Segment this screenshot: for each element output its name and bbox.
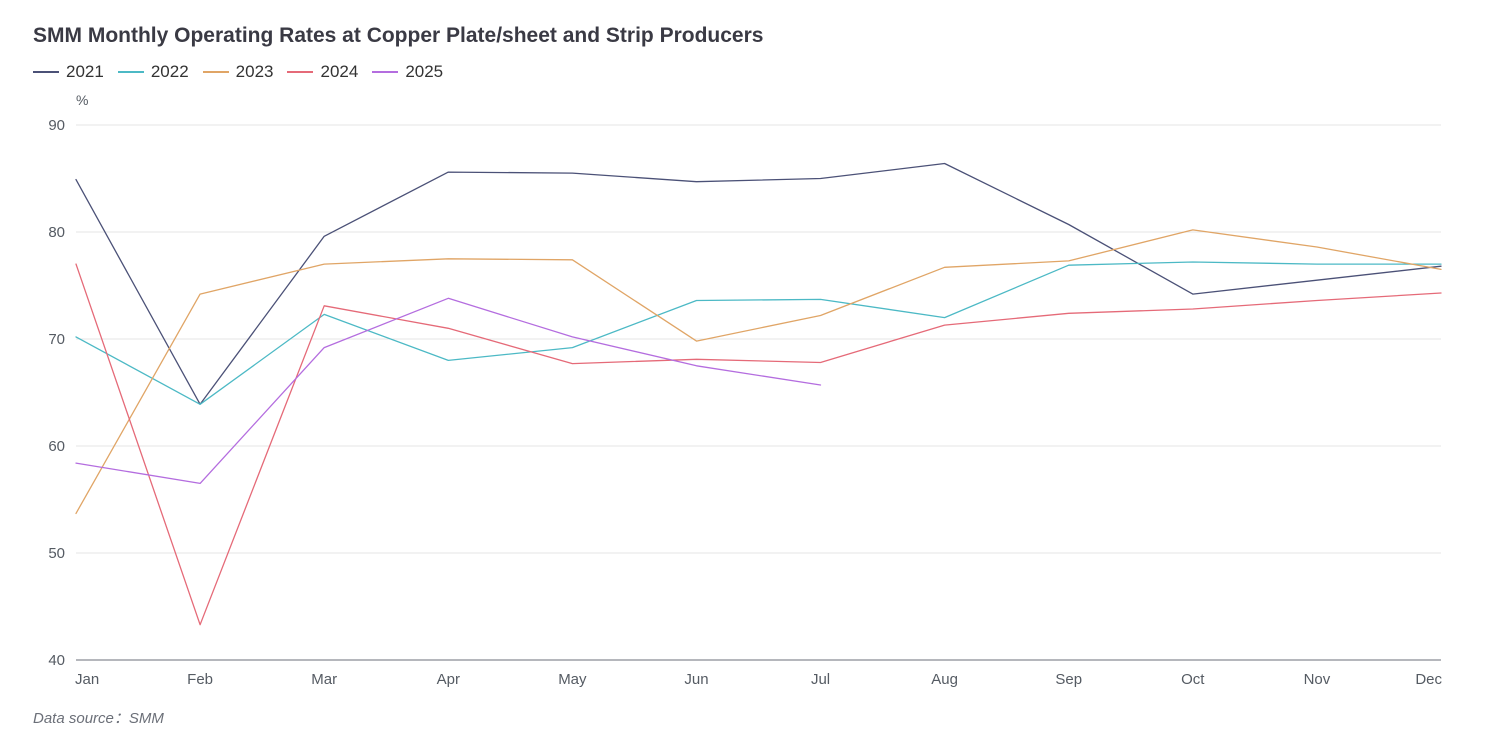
x-tick-label-mar: Mar (311, 671, 337, 688)
series-line-2022 (75, 261, 1442, 405)
legend-swatch-2025 (372, 71, 399, 73)
y-tick-label-60: 60 (48, 438, 65, 455)
legend-label-2024: 2024 (320, 62, 359, 81)
legend-label-2021: 2021 (66, 62, 104, 81)
data-source-note: Data source：SMM (33, 710, 164, 727)
series-line-2023 (75, 229, 1442, 515)
series-line-2024 (75, 263, 1442, 626)
legend-item-2021[interactable]: 2021 (33, 62, 104, 82)
x-tick-label-aug: Aug (931, 671, 958, 688)
x-tick-label-feb: Feb (187, 671, 213, 688)
legend-swatch-2023 (202, 71, 229, 73)
chart-legend: 2021 2022 2023 2024 2025 (33, 61, 457, 83)
x-tick-label-apr: Apr (437, 671, 460, 688)
legend-item-2024[interactable]: 2024 (287, 62, 358, 82)
legend-label-2023: 2023 (235, 62, 274, 81)
y-tick-label-40: 40 (48, 652, 65, 669)
series-line-2025 (75, 297, 822, 485)
x-tick-label-jul: Jul (811, 671, 830, 688)
legend-label-2022: 2022 (150, 62, 189, 81)
x-tick-label-dec: Dec (1415, 671, 1442, 688)
legend-swatch-2024 (287, 71, 314, 73)
x-tick-label-oct: Oct (1181, 671, 1205, 688)
legend-swatch-2021 (33, 71, 59, 73)
x-tick-label-nov: Nov (1304, 671, 1331, 688)
x-tick-label-jun: Jun (684, 671, 708, 688)
x-tick-label-sep: Sep (1055, 671, 1082, 688)
legend-label-2025: 2025 (405, 62, 444, 81)
series-line-2021 (75, 162, 1442, 405)
y-tick-label-80: 80 (48, 224, 65, 241)
chart-title: SMM Monthly Operating Rates at Copper Pl… (33, 24, 764, 47)
y-tick-label-90: 90 (48, 117, 65, 134)
legend-item-2023[interactable]: 2023 (202, 62, 274, 82)
y-tick-label-50: 50 (48, 545, 65, 562)
x-tick-label-jan: Jan (75, 671, 99, 688)
y-axis-unit-label: % (76, 92, 88, 108)
legend-swatch-2022 (117, 71, 144, 73)
x-tick-label-may: May (558, 671, 587, 688)
y-tick-label-70: 70 (48, 331, 65, 348)
legend-item-2025[interactable]: 2025 (372, 62, 443, 82)
legend-item-2022[interactable]: 2022 (117, 62, 189, 82)
